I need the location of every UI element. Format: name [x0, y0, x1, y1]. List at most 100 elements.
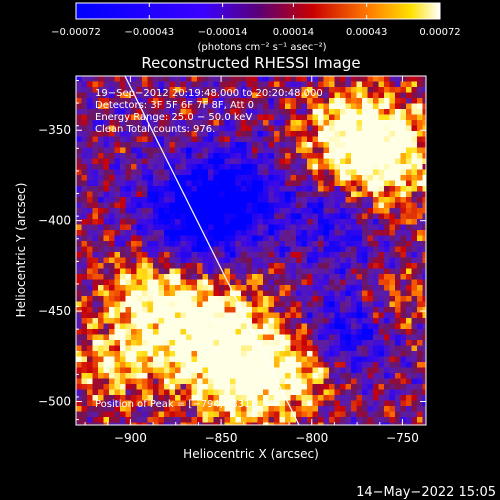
heatmap-cell	[290, 389, 297, 396]
heatmap-cell	[312, 235, 319, 242]
heatmap-cell	[329, 340, 335, 346]
heatmap-cell	[164, 92, 170, 99]
heatmap-cell	[334, 92, 341, 99]
heatmap-cell	[147, 147, 154, 154]
heatmap-cell	[224, 197, 231, 203]
heatmap-cell	[263, 186, 269, 192]
heatmap-cell	[290, 378, 297, 385]
heatmap-cell	[362, 92, 368, 99]
heatmap-cell	[180, 417, 187, 423]
heatmap-cell	[142, 109, 148, 115]
heatmap-cell	[351, 224, 357, 231]
heatmap-cell	[219, 384, 225, 390]
heatmap-cell	[307, 241, 313, 247]
heatmap-cell	[378, 136, 385, 143]
heatmap-cell	[213, 142, 220, 148]
heatmap-cell	[389, 329, 396, 335]
heatmap-cell	[246, 329, 253, 335]
heatmap-cell	[169, 318, 176, 324]
heatmap-cell	[246, 147, 253, 154]
heatmap-cell	[312, 81, 319, 88]
heatmap-cell	[235, 351, 242, 357]
heatmap-cell	[219, 120, 225, 126]
heatmap-cell	[422, 213, 426, 220]
heatmap-cell	[136, 125, 143, 132]
heatmap-cell	[153, 307, 159, 313]
heatmap-cell	[131, 202, 137, 209]
heatmap-cell	[252, 230, 258, 236]
heatmap-cell	[367, 334, 374, 341]
heatmap-cell	[230, 384, 236, 390]
heatmap-cell	[384, 400, 390, 407]
heatmap-cell	[274, 340, 280, 346]
heatmap-cell	[400, 241, 407, 247]
heatmap-cell	[296, 76, 302, 82]
heatmap-cell	[241, 76, 247, 82]
heatmap-cell	[147, 202, 154, 209]
heatmap-cell	[285, 268, 291, 275]
heatmap-cell	[92, 87, 99, 93]
heatmap-cell	[252, 257, 258, 264]
heatmap-cell	[125, 186, 132, 192]
heatmap-cell	[400, 323, 407, 330]
heatmap-cell	[213, 384, 220, 390]
heatmap-cell	[164, 76, 170, 82]
colorbar	[76, 3, 440, 19]
heatmap-cell	[312, 312, 319, 319]
heatmap-cell	[98, 98, 104, 104]
heatmap-cell	[356, 257, 363, 264]
heatmap-cell	[103, 98, 110, 104]
heatmap-cell	[147, 367, 154, 374]
heatmap-cell	[164, 164, 170, 170]
heatmap-cell	[147, 76, 154, 82]
heatmap-cell	[279, 301, 286, 308]
heatmap-cell	[257, 312, 264, 319]
heatmap-cell	[81, 263, 88, 269]
heatmap-cell	[114, 257, 121, 264]
heatmap-cell	[274, 202, 280, 209]
heatmap-cell	[224, 296, 231, 302]
heatmap-cell	[202, 351, 209, 357]
heatmap-cell	[323, 125, 330, 132]
heatmap-cell	[208, 131, 214, 137]
heatmap-cell	[202, 219, 209, 225]
heatmap-cell	[285, 208, 291, 214]
heatmap-cell	[81, 114, 88, 121]
heatmap-cell	[318, 175, 324, 181]
heatmap-cell	[219, 345, 225, 352]
heatmap-cell	[307, 224, 313, 231]
heatmap-cell	[345, 175, 352, 181]
heatmap-cell	[87, 158, 93, 165]
heatmap-cell	[224, 422, 231, 425]
heatmap-cell	[219, 334, 225, 341]
heatmap-cell	[334, 246, 341, 253]
heatmap-cell	[301, 180, 308, 187]
heatmap-cell	[98, 186, 104, 192]
heatmap-cell	[323, 356, 330, 363]
heatmap-cell	[103, 290, 110, 297]
heatmap-cell	[329, 312, 335, 319]
heatmap-cell	[307, 285, 313, 291]
heatmap-cell	[362, 323, 368, 330]
heatmap-cell	[164, 180, 170, 187]
heatmap-cell	[153, 202, 159, 209]
heatmap-cell	[301, 169, 308, 176]
heatmap-cell	[329, 219, 335, 225]
heatmap-cell	[87, 125, 93, 132]
heatmap-cell	[285, 290, 291, 297]
heatmap-cell	[103, 76, 110, 82]
heatmap-cell	[301, 285, 308, 291]
heatmap-cell	[114, 208, 121, 214]
heatmap-cell	[268, 191, 275, 198]
heatmap-cell	[307, 389, 313, 396]
heatmap-cell	[400, 307, 407, 313]
heatmap-cell	[274, 219, 280, 225]
heatmap-cell	[219, 136, 225, 143]
heatmap-cell	[290, 257, 297, 264]
heatmap-cell	[197, 257, 203, 264]
heatmap-cell	[340, 147, 346, 154]
heatmap-cell	[384, 279, 390, 286]
heatmap-cell	[191, 114, 198, 121]
heatmap-cell	[389, 219, 396, 225]
heatmap-cell	[400, 125, 407, 132]
